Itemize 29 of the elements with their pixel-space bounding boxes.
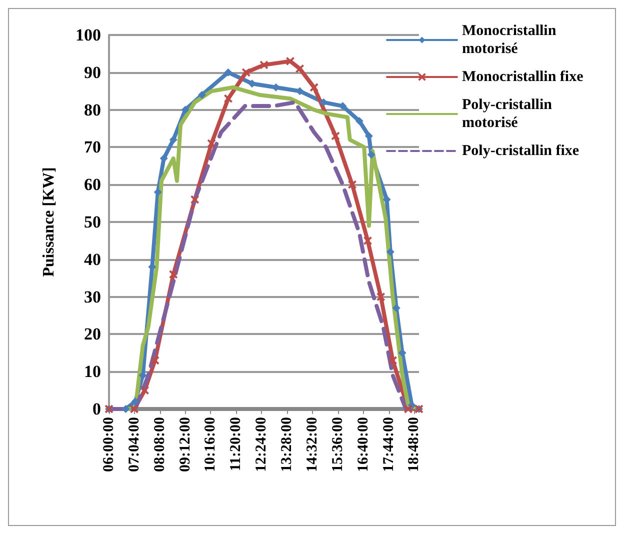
x-tick-label: 11:20:00: [228, 417, 244, 472]
x-tick-label: 12:24:00: [254, 417, 270, 472]
y-tick-label: 10: [84, 362, 101, 382]
x-tick-label: 10:16:00: [202, 417, 219, 472]
y-tick-label: 90: [84, 62, 101, 82]
y-tick-label: 40: [84, 250, 101, 269]
legend-label: Monocristallin fixe: [462, 69, 584, 85]
x-tick-label: 06:00:00: [101, 417, 117, 472]
x-tick-label: 18:48:00: [406, 417, 422, 472]
y-tick-label: 0: [92, 400, 101, 418]
x-tick-label: 08:08:00: [152, 417, 168, 472]
x-tick-label: 07:04:00: [126, 417, 142, 472]
legend-label: Monocristallin motorisé: [462, 23, 560, 57]
y-tick-label: 60: [84, 175, 101, 194]
y-tick-label: 50: [84, 212, 101, 232]
x-tick-label: 13:28:00: [279, 417, 296, 472]
y-tick-label: 100: [76, 26, 101, 44]
y-tick-label: 20: [84, 324, 101, 344]
legend-label: Poly-cristallin fixe: [462, 143, 580, 159]
x-tick-label: 09:12:00: [177, 417, 194, 472]
y-tick-label: 30: [84, 287, 101, 306]
x-tick-label: 17:44:00: [380, 417, 397, 472]
y-tick-label: 70: [84, 138, 101, 157]
x-tick-label: 15:36:00: [330, 417, 346, 472]
legend-label: Poly-cristallin motorisé: [462, 97, 556, 131]
y-tick-label: 80: [84, 100, 101, 120]
y-axis-title: Puissance [KW]: [40, 167, 58, 277]
x-tick-label: 16:40:00: [355, 417, 372, 472]
x-tick-label: 14:32:00: [304, 417, 320, 472]
